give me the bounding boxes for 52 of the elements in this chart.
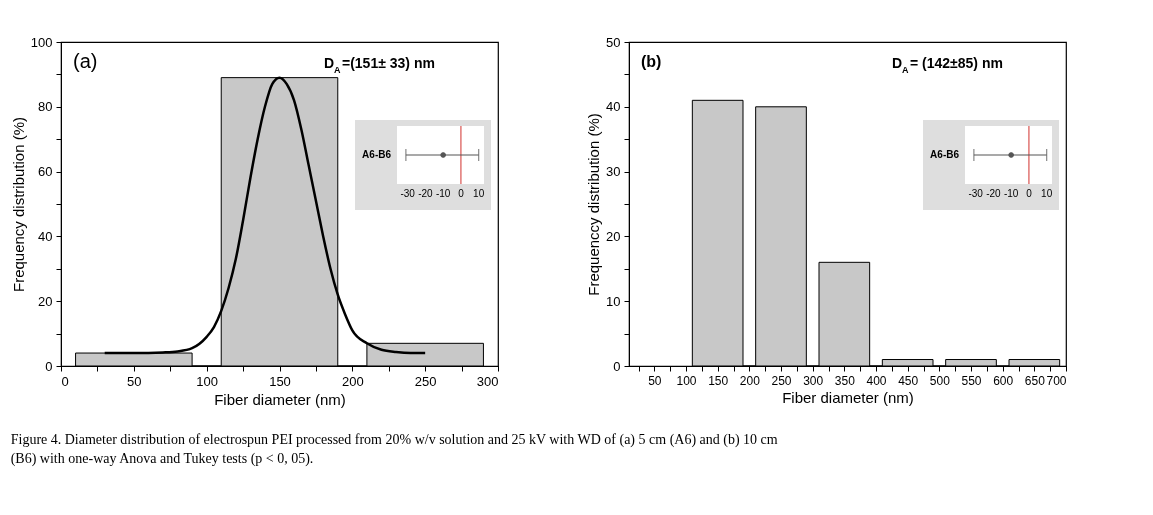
x-tick-label: 650 — [1024, 373, 1046, 388]
x-tick-label: -30 — [968, 188, 984, 199]
y-axis-title: Frequency distribution (%) — [9, 116, 27, 293]
x-tick-label: 10 — [473, 188, 485, 199]
x-tick-label: 200 — [739, 373, 761, 388]
y-tick-label: 80 — [38, 99, 53, 115]
y-tick-label: 30 — [606, 164, 621, 180]
x-tick-label: 100 — [196, 373, 219, 389]
x-tick-label: 100 — [676, 373, 697, 388]
x-axis-title: Fiber diameter (nm) — [782, 388, 914, 406]
caption: Figure 4. Diameter distribution of electrospun PEI processed from 20% w/v solution and 25 kV with WD of (a) 5 cm (A6) and (b) 10 cm (B6) with one-way Anova and Tukey tests (p < 0, 05). — [10, 431, 778, 467]
x-axis-title: Fiber diameter (nm) — [214, 390, 346, 408]
y-tick-label: 60 — [38, 164, 53, 180]
x-tick-label: 10 — [1041, 188, 1053, 199]
x-tick-label: 150 — [708, 373, 729, 388]
y-tick-label: A6-B6 — [930, 149, 960, 160]
y-tick-label: 20 — [606, 228, 621, 244]
x-tick-label: -10 — [435, 188, 451, 199]
x-tick-label: 0 — [458, 188, 465, 199]
x-tick-label: 0 — [1026, 188, 1033, 199]
x-tick-label: -20 — [418, 188, 434, 199]
y-tick-label: A6-B6 — [362, 149, 392, 160]
x-tick-label: 250 — [414, 373, 437, 389]
x-tick-label: 700 — [1046, 373, 1067, 388]
y-tick-label: 0 — [45, 358, 53, 374]
x-tick-label: 300 — [476, 373, 499, 389]
y-tick-label: 20 — [38, 293, 53, 309]
y-tick-label: 40 — [606, 99, 621, 115]
y-tick-label: 50 — [606, 34, 621, 50]
x-tick-label: 300 — [803, 373, 824, 388]
annotation: (b) — [641, 53, 662, 70]
x-tick-label: 200 — [341, 373, 364, 389]
annotation: (a) — [73, 50, 98, 72]
x-tick-label: 500 — [929, 373, 951, 388]
x-tick-label: -30 — [400, 188, 416, 199]
y-tick-label: 100 — [30, 34, 53, 50]
x-tick-label: 0 — [61, 373, 69, 389]
x-tick-label: 400 — [866, 373, 887, 388]
x-tick-label: 600 — [993, 373, 1014, 388]
y-axis-title: Frequenccy distribution (%) — [585, 113, 603, 296]
x-tick-label: 350 — [834, 373, 856, 388]
x-tick-label: -20 — [986, 188, 1002, 199]
y-tick-label: 0 — [613, 358, 621, 374]
x-tick-label: 450 — [898, 373, 919, 388]
x-tick-label: 150 — [269, 373, 291, 389]
x-tick-label: 50 — [127, 373, 142, 389]
x-tick-label: 50 — [648, 373, 662, 388]
x-tick-label: 250 — [771, 373, 792, 388]
x-tick-label: 550 — [961, 373, 982, 388]
y-tick-label: 40 — [38, 228, 53, 244]
y-tick-label: 10 — [606, 293, 621, 309]
x-tick-label: -10 — [1003, 188, 1019, 199]
